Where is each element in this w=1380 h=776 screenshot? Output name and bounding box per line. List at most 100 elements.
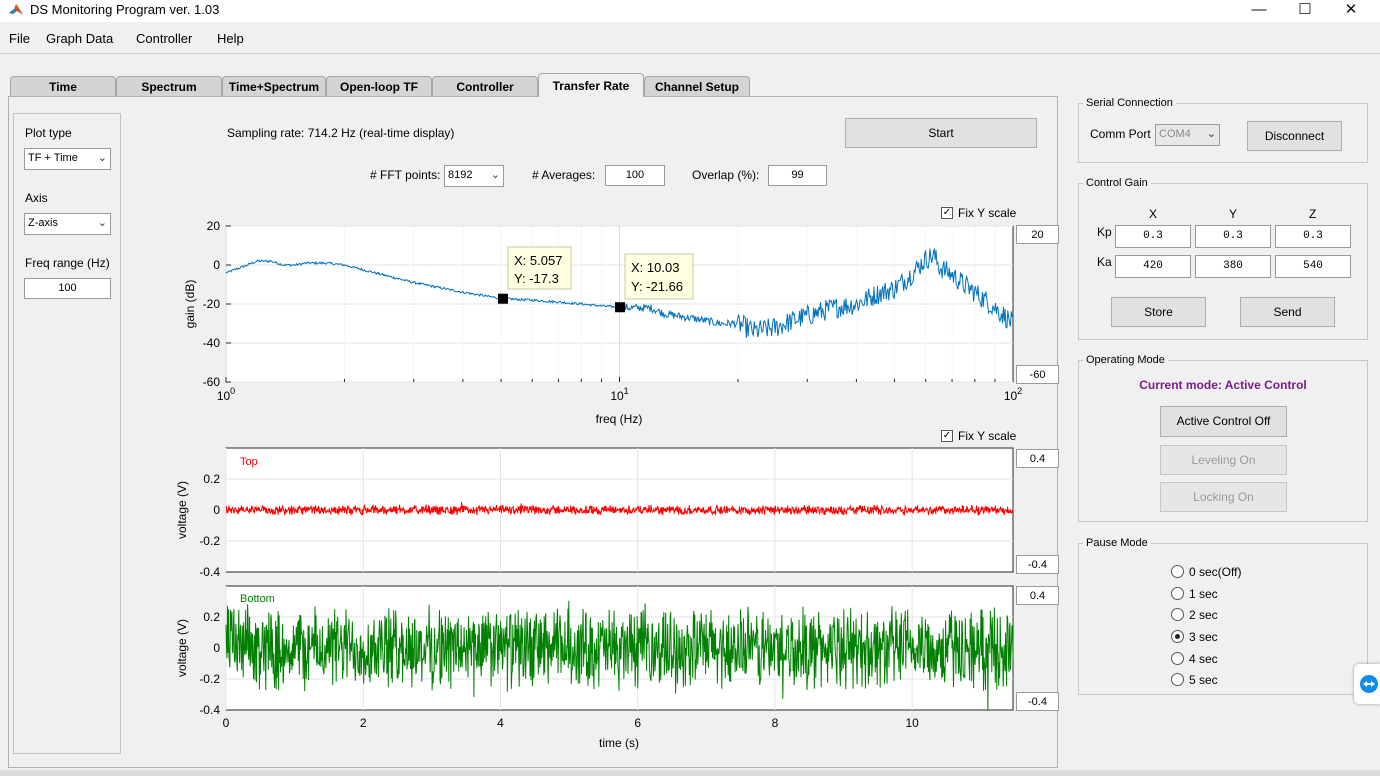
pause-radio-5[interactable] xyxy=(1171,673,1184,686)
kp-y-input[interactable]: 0.3 xyxy=(1195,225,1271,248)
axis-label: Axis xyxy=(25,191,48,205)
bottom-label: Bottom xyxy=(240,593,275,605)
tf-fix-y-checkbox[interactable]: ✓ xyxy=(941,207,953,219)
close-icon[interactable]: ✕ xyxy=(1344,1,1358,18)
top-voltage-line xyxy=(225,502,1014,516)
menu-controller[interactable]: Controller xyxy=(136,31,193,46)
time-y-tick-label: 0 xyxy=(213,503,220,517)
time-fix-y-checkbox[interactable]: ✓ xyxy=(941,430,953,442)
title-bar: DS Monitoring Program ver. 1.03 — ☐ ✕ xyxy=(0,0,1380,22)
send-button[interactable]: Send xyxy=(1240,297,1335,327)
datatip-2[interactable]: X: 10.03 Y: -21.66 xyxy=(615,253,694,313)
tab-controller[interactable]: Controller xyxy=(432,76,538,96)
tf-ymin-input[interactable]: -60 xyxy=(1016,365,1059,384)
active-control-off-button[interactable]: Active Control Off xyxy=(1160,406,1287,437)
datatip-1[interactable]: X: 5.057 Y: -17.3 xyxy=(497,246,572,304)
current-mode-text: Current mode: Active Control xyxy=(1139,378,1307,392)
comm-port-dropdown[interactable]: COM4 ⌄ xyxy=(1155,124,1220,146)
row-label-ka: Ka xyxy=(1097,255,1112,269)
menu-bar: File Graph Data Controller Help xyxy=(0,26,1380,52)
tf-y-tick-label: -40 xyxy=(203,336,221,350)
operating-mode-group xyxy=(1078,360,1368,522)
pause-option-0: 0 sec(Off) xyxy=(1189,565,1242,579)
menu-divider xyxy=(0,53,1380,54)
col-header-z: Z xyxy=(1309,207,1317,221)
menu-help[interactable]: Help xyxy=(217,31,244,46)
top-ylabel: voltage (V) xyxy=(175,481,189,539)
averages-input[interactable]: 100 xyxy=(605,165,665,186)
plot-type-value: TF + Time xyxy=(28,152,78,164)
tab-transfer-rate[interactable]: Transfer Rate xyxy=(538,73,644,97)
tab-time[interactable]: Time xyxy=(10,76,116,96)
serial-connection-group xyxy=(1078,103,1368,163)
fft-points-dropdown[interactable]: 8192 ⌄ xyxy=(444,165,504,187)
top-ymin-input[interactable]: -0.4 xyxy=(1016,555,1059,574)
tab-open-loop-tf[interactable]: Open-loop TF xyxy=(326,76,432,96)
ka-y-input[interactable]: 380 xyxy=(1195,255,1271,278)
tab-channel-setup[interactable]: Channel Setup xyxy=(644,76,750,96)
pause-radio-0[interactable] xyxy=(1171,565,1184,578)
pause-radio-3[interactable] xyxy=(1171,630,1184,643)
tf-fix-y-label: Fix Y scale xyxy=(958,206,1017,220)
time-y-tick-label: -0.2 xyxy=(199,672,220,686)
overlap-input[interactable]: 99 xyxy=(768,165,827,186)
tab-spectrum[interactable]: Spectrum xyxy=(116,76,222,96)
axis-dropdown[interactable]: Z-axis ⌄ xyxy=(24,213,111,235)
menu-file[interactable]: File xyxy=(9,31,30,46)
pause-radio-1[interactable] xyxy=(1171,587,1184,600)
control-gain-group xyxy=(1078,183,1368,340)
overlap-label: Overlap (%): xyxy=(692,168,760,182)
bottom-ymin-input[interactable]: -0.4 xyxy=(1016,692,1059,711)
time-y-tick-label: -0.4 xyxy=(199,565,220,579)
tf-xlabel: freq (Hz) xyxy=(596,412,643,426)
time-y-tick-label: 0.2 xyxy=(203,610,220,624)
teamviewer-widget[interactable] xyxy=(1354,664,1380,704)
pause-radio-2[interactable] xyxy=(1171,608,1184,621)
top-ymax-input[interactable]: 0.4 xyxy=(1016,449,1059,468)
time-x-tick-label: 0 xyxy=(223,716,230,730)
tf-x-tick-label: 100 xyxy=(217,386,235,403)
plot-type-dropdown[interactable]: TF + Time ⌄ xyxy=(24,148,111,170)
freq-range-label: Freq range (Hz) xyxy=(25,256,110,270)
start-button[interactable]: Start xyxy=(845,118,1037,148)
bottom-ylabel: voltage (V) xyxy=(175,619,189,677)
datatip-2-marker xyxy=(615,302,626,313)
time-y-tick-label: -0.4 xyxy=(199,703,220,717)
bottom-ymax-input[interactable]: 0.4 xyxy=(1016,586,1059,605)
leveling-on-button[interactable]: Leveling On xyxy=(1160,445,1287,475)
time-x-tick-label: 6 xyxy=(634,716,641,730)
disconnect-button[interactable]: Disconnect xyxy=(1247,121,1342,151)
tf-grid xyxy=(225,225,1013,383)
tf-y-tick-label: -20 xyxy=(203,297,221,311)
pause-option-5: 5 sec xyxy=(1189,673,1218,687)
status-strip xyxy=(0,770,1380,776)
matlab-icon xyxy=(9,4,23,15)
maximize-icon[interactable]: ☐ xyxy=(1298,1,1312,18)
serial-connection-title: Serial Connection xyxy=(1083,97,1176,109)
time-x-tick-label: 8 xyxy=(772,716,779,730)
pause-radio-4[interactable] xyxy=(1171,652,1184,665)
locking-on-button[interactable]: Locking On xyxy=(1160,482,1287,512)
chevron-down-icon: ⌄ xyxy=(1206,128,1216,140)
tab-time-spectrum[interactable]: Time+Spectrum xyxy=(222,76,326,96)
kp-z-input[interactable]: 0.3 xyxy=(1275,225,1351,248)
tab-panel xyxy=(8,96,1058,768)
menu-graph-data[interactable]: Graph Data xyxy=(46,31,114,46)
time-x-tick-label: 10 xyxy=(905,716,919,730)
minimize-icon[interactable]: — xyxy=(1251,1,1267,18)
time-xlabel: time (s) xyxy=(599,736,639,750)
control-gain-title: Control Gain xyxy=(1083,177,1151,189)
store-button[interactable]: Store xyxy=(1111,297,1206,327)
freq-range-input[interactable]: 100 xyxy=(24,278,111,299)
pause-option-1: 1 sec xyxy=(1189,587,1218,601)
ka-z-input[interactable]: 540 xyxy=(1275,255,1351,278)
fft-points-value: 8192 xyxy=(448,169,473,181)
chevron-down-icon: ⌄ xyxy=(490,169,500,181)
top-label: Top xyxy=(240,456,258,468)
tf-ymax-input[interactable]: 20 xyxy=(1016,225,1059,244)
tf-y-ticks: 20 0 -20 -40 -60 xyxy=(203,219,231,389)
row-label-kp: Kp xyxy=(1097,225,1112,239)
ka-x-input[interactable]: 420 xyxy=(1115,255,1191,278)
datatip-2-x: X: 10.03 xyxy=(631,260,679,275)
kp-x-input[interactable]: 0.3 xyxy=(1115,225,1191,248)
